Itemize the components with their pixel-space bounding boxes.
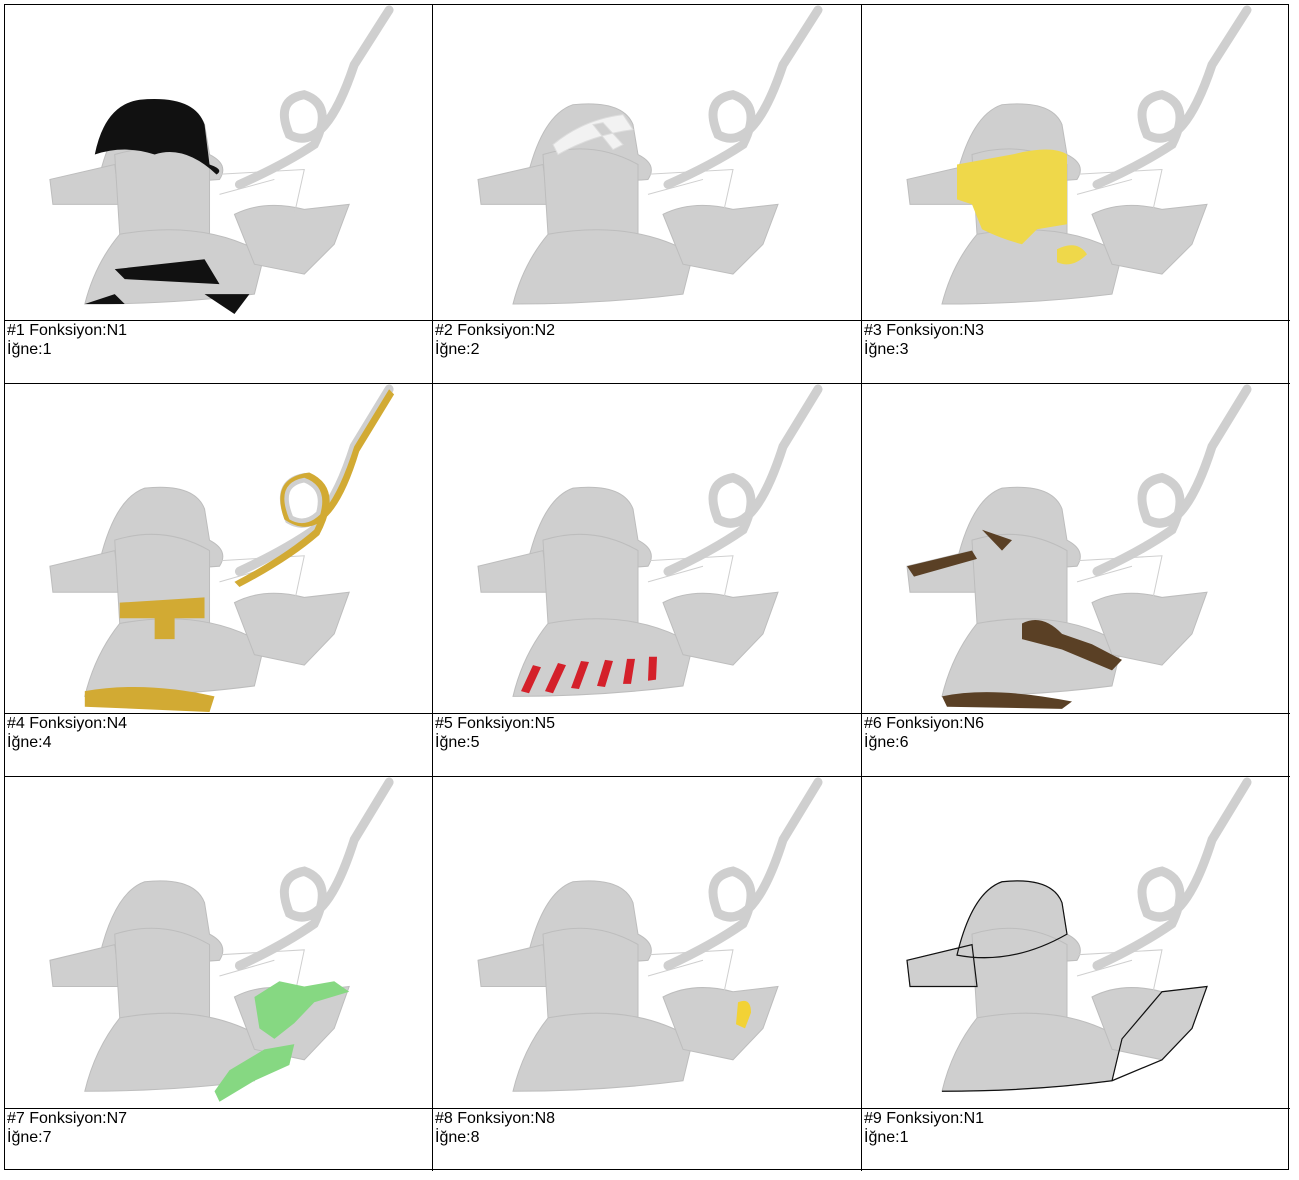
color-cell: #1 Fonksiyon:N1 İğne:1 — [5, 5, 433, 384]
color-region — [84, 98, 250, 315]
function-label: #3 Fonksiyon:N3 — [864, 322, 985, 339]
color-region — [84, 389, 395, 712]
stitch-preview — [433, 5, 861, 320]
function-label: #8 Fonksiyon:N8 — [435, 1110, 556, 1127]
design-outline — [478, 782, 818, 1091]
needle-label: İğne:2 — [435, 341, 480, 358]
caption: #7 Fonksiyon:N7 İğne:7 — [5, 1108, 432, 1171]
stitch-preview — [5, 777, 432, 1102]
stitch-preview — [433, 777, 861, 1108]
caption: #6 Fonksiyon:N6 İğne:6 — [862, 713, 1290, 776]
needle-label: İğne:7 — [7, 1129, 52, 1146]
function-label: #4 Fonksiyon:N4 — [7, 715, 128, 732]
design-outline — [50, 10, 389, 304]
stitch-preview — [862, 384, 1290, 709]
color-sheet: #1 Fonksiyon:N1 İğne:1 #2 Fonksiyon:N2 İğne… — [4, 4, 1290, 1171]
function-label: #1 Fonksiyon:N1 — [7, 322, 128, 339]
design-outline — [50, 782, 389, 1091]
caption: #2 Fonksiyon:N2 İğne:2 — [433, 320, 861, 383]
function-label: #5 Fonksiyon:N5 — [435, 715, 556, 732]
color-region — [736, 1000, 751, 1029]
needle-label: İğne:3 — [864, 341, 909, 358]
stitch-preview — [5, 384, 395, 712]
needle-label: İğne:8 — [435, 1129, 480, 1146]
color-cell: #4 Fonksiyon:N4 İğne:4 — [5, 384, 433, 777]
stitch-preview — [862, 5, 1290, 320]
stitch-preview — [862, 777, 1290, 1108]
color-region — [957, 149, 1087, 265]
stitch-preview — [5, 5, 432, 315]
needle-label: İğne:1 — [864, 1129, 909, 1146]
color-cell: #6 Fonksiyon:N6 İğne:6 — [862, 384, 1290, 777]
design-outline — [478, 10, 818, 304]
function-label: #6 Fonksiyon:N6 — [864, 715, 985, 732]
color-cell: #3 Fonksiyon:N3 İğne:3 — [862, 5, 1290, 384]
stitch-preview — [433, 384, 861, 713]
color-cell: #7 Fonksiyon:N7 İğne:7 — [5, 777, 433, 1171]
color-region — [521, 656, 657, 694]
function-label: #2 Fonksiyon:N2 — [435, 322, 556, 339]
color-region — [906, 880, 1208, 1092]
function-label: #7 Fonksiyon:N7 — [7, 1110, 128, 1127]
color-cell: #9 Fonksiyon:N1 İğne:1 — [862, 777, 1290, 1171]
needle-label: İğne:4 — [7, 734, 52, 751]
color-cell: #5 Fonksiyon:N5 İğne:5 — [433, 384, 862, 777]
caption: #8 Fonksiyon:N8 İğne:8 — [433, 1108, 861, 1171]
color-cell: #2 Fonksiyon:N2 İğne:2 — [433, 5, 862, 384]
caption: #5 Fonksiyon:N5 İğne:5 — [433, 713, 861, 776]
caption: #9 Fonksiyon:N1 İğne:1 — [862, 1108, 1290, 1171]
needle-label: İğne:6 — [864, 734, 909, 751]
color-region — [552, 114, 634, 156]
design-outline — [50, 389, 389, 696]
design-outline — [478, 389, 818, 696]
needle-label: İğne:1 — [7, 341, 52, 358]
caption: #3 Fonksiyon:N3 İğne:3 — [862, 320, 1290, 383]
needle-label: İğne:5 — [435, 734, 480, 751]
function-label: #9 Fonksiyon:N1 — [864, 1110, 985, 1127]
color-region — [214, 981, 350, 1102]
design-outline — [907, 782, 1247, 1091]
caption: #1 Fonksiyon:N1 İğne:1 — [5, 320, 432, 383]
caption: #4 Fonksiyon:N4 İğne:4 — [5, 713, 432, 776]
color-cell: #8 Fonksiyon:N8 İğne:8 — [433, 777, 862, 1171]
